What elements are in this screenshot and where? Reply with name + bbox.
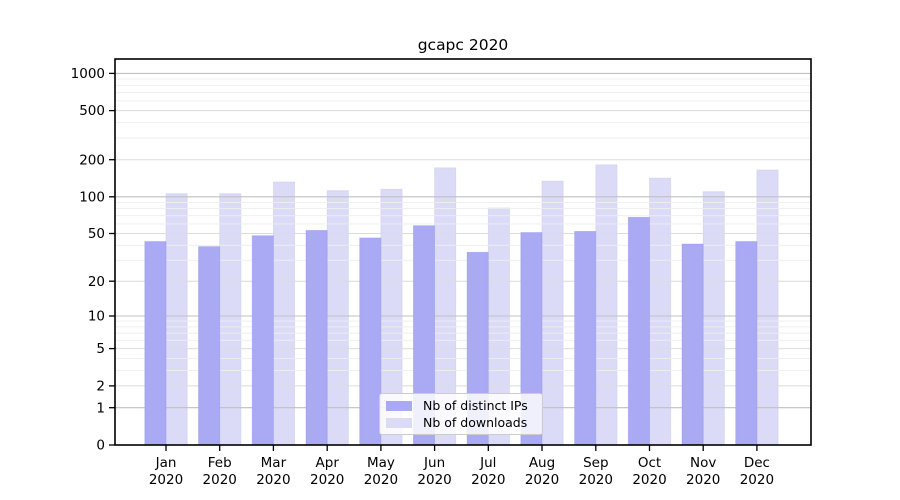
bar-downloads-Dec (756, 169, 779, 446)
bar-downloads-Mar (272, 181, 295, 446)
y-axis-ticks: 0 1 2 5 10 20 50 100 200 500 1000 (71, 66, 115, 454)
x-tick-label-month-Mar: Mar (261, 455, 287, 471)
x-tick-label-month-Apr: Apr (316, 455, 340, 471)
bar-distinct-ips-May (359, 237, 382, 446)
bar-distinct-ips-Nov (681, 243, 704, 446)
x-tick-label-month-May: May (367, 455, 395, 471)
y-tick-label-2: 2 (96, 379, 105, 395)
y-tick-label-10: 10 (88, 309, 105, 325)
legend-entry-downloads: Nb of downloads (386, 415, 536, 430)
legend-swatch-distinct-ips (386, 400, 412, 411)
bar-downloads-Apr (326, 190, 349, 446)
bar-downloads-Aug (541, 180, 564, 446)
x-tick-label-year-May: 2020 (364, 472, 398, 488)
bar-downloads-Oct (649, 177, 672, 446)
bar-distinct-ips-Sep (574, 230, 597, 446)
x-tick-label-month-Nov: Nov (690, 455, 716, 471)
legend: Nb of distinct IPs Nb of downloads (379, 393, 543, 435)
x-tick-label-month-Feb: Feb (208, 455, 232, 471)
y-tick-label-20: 20 (88, 274, 105, 290)
x-tick-label-year-Jul: 2020 (471, 472, 505, 488)
x-tick-label-month-Jun: Jun (423, 455, 445, 471)
y-tick-label-5: 5 (96, 341, 105, 357)
bar-distinct-ips-Mar (251, 235, 274, 446)
x-tick-label-year-Apr: 2020 (310, 472, 344, 488)
x-tick-label-year-Oct: 2020 (632, 472, 666, 488)
x-tick-label-year-Jan: 2020 (149, 472, 183, 488)
x-tick-label-month-Dec: Dec (744, 455, 770, 471)
legend-label-downloads: Nb of downloads (423, 415, 528, 430)
x-tick-label-month-Aug: Aug (529, 455, 555, 471)
x-tick-label-year-Aug: 2020 (525, 472, 559, 488)
x-tick-label-year-Sep: 2020 (579, 472, 613, 488)
plot-frame (114, 58, 812, 446)
x-tick-label-month-Sep: Sep (583, 455, 608, 471)
x-tick-label-month-Jan: Jan (155, 455, 177, 471)
y-tick-label-50: 50 (88, 226, 105, 242)
x-tick-label-month-Jul: Jul (479, 455, 496, 471)
bar-distinct-ips-Apr (305, 229, 328, 446)
x-tick-label-year-Mar: 2020 (256, 472, 290, 488)
x-tick-label-month-Oct: Oct (638, 455, 661, 471)
y-tick-label-200: 200 (79, 152, 105, 168)
bar-distinct-ips-Feb (198, 246, 221, 446)
legend-entry-distinct-ips: Nb of distinct IPs (386, 398, 536, 413)
y-tick-label-0: 0 (96, 438, 105, 454)
y-tick-label-1000: 1000 (71, 66, 105, 82)
bar-distinct-ips-Oct (627, 216, 650, 446)
y-tick-label-500: 500 (79, 103, 105, 119)
bar-downloads-Sep (595, 164, 618, 446)
y-tick-label-100: 100 (79, 189, 105, 205)
bar-downloads-Nov (702, 191, 725, 446)
x-tick-label-year-Jun: 2020 (417, 472, 451, 488)
y-tick-label-1: 1 (96, 400, 105, 416)
x-axis-ticks: Jan2020Feb2020Mar2020Apr2020May2020Jun20… (149, 445, 774, 488)
x-tick-label-year-Nov: 2020 (686, 472, 720, 488)
bar-distinct-ips-Dec (735, 241, 758, 446)
legend-label-distinct-ips: Nb of distinct IPs (423, 398, 528, 413)
x-tick-label-year-Feb: 2020 (203, 472, 237, 488)
chart-title: gcapc 2020 (417, 36, 509, 54)
bar-distinct-ips-Jan (144, 241, 167, 446)
legend-swatch-downloads (386, 417, 412, 428)
x-tick-label-year-Dec: 2020 (740, 472, 774, 488)
